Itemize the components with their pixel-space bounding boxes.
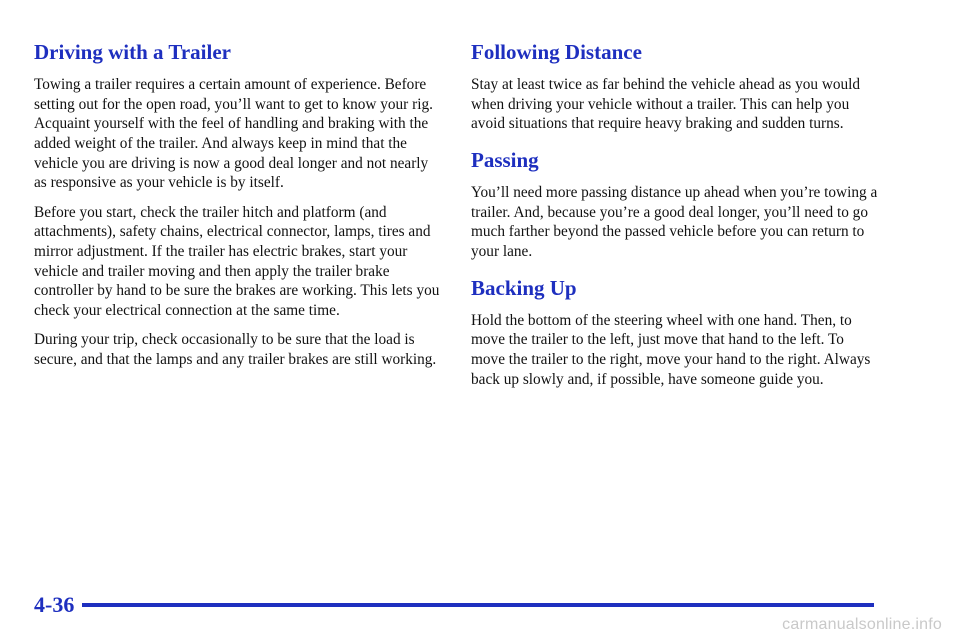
section-heading-driving-with-trailer: Driving with a Trailer xyxy=(34,40,231,64)
paragraph-backing-up: Hold the bottom of the steering wheel wi… xyxy=(471,311,871,388)
page-number: 4-36 xyxy=(34,592,75,617)
right-column: Following Distance Stay at least twice a… xyxy=(471,40,881,399)
paragraph-during-trip: During your trip, check occasionally to … xyxy=(34,331,437,368)
paragraph-experience: Towing a trailer requires a certain amou… xyxy=(34,76,433,192)
paragraph-pre-trip-check: Before you start, check the trailer hitc… xyxy=(34,203,440,319)
paragraph-passing: You’ll need more passing distance up ahe… xyxy=(471,184,878,260)
watermark: carmanualsonline.info xyxy=(782,616,942,633)
footer-divider xyxy=(82,603,874,607)
section-heading-passing: Passing xyxy=(471,147,539,172)
left-column: Driving with a Trailer Towing a trailer … xyxy=(34,40,444,380)
section-heading-following-distance: Following Distance xyxy=(471,40,642,64)
section-heading-backing-up: Backing Up xyxy=(471,275,577,300)
paragraph-following-distance: Stay at least twice as far behind the ve… xyxy=(471,76,861,133)
